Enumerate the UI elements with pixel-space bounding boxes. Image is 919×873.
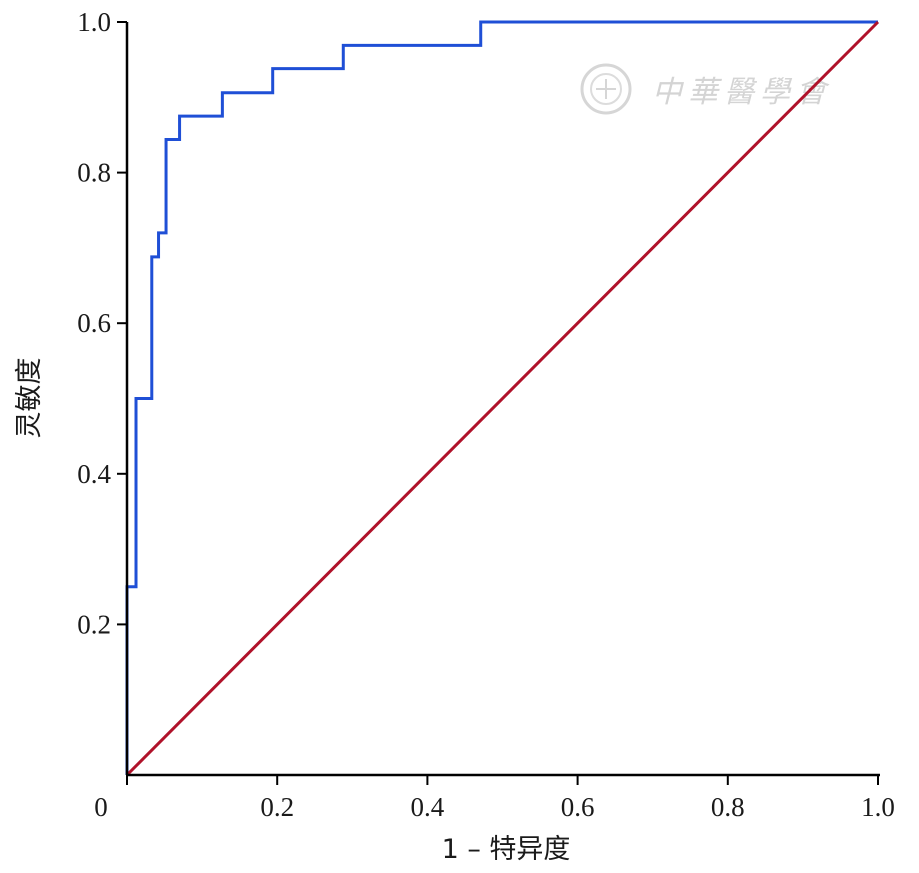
x-tick-label: 1.0 [861, 792, 895, 822]
x-tick-label: 0 [94, 792, 108, 822]
x-tick-label: 0.6 [561, 792, 595, 822]
y-tick-label: 0.2 [77, 609, 111, 639]
y-tick-label: 0.6 [77, 308, 111, 338]
x-tick-label: 0.4 [411, 792, 445, 822]
reference-diagonal-line [125, 20, 880, 777]
y-tick-label: 0.4 [77, 459, 111, 489]
x-tick-label: 0.2 [260, 792, 294, 822]
y-tick-label: 0.8 [77, 158, 111, 188]
y-axis-title: 灵敏度 [14, 358, 45, 439]
seal-icon [580, 63, 632, 115]
x-axis-title: 1 – 特异度 [442, 834, 571, 865]
y-tick-label: 1.0 [77, 7, 111, 37]
watermark-text: 中華醫學會 [652, 75, 832, 110]
roc-curve-line [125, 20, 878, 775]
x-tick-label: 0.8 [711, 792, 745, 822]
